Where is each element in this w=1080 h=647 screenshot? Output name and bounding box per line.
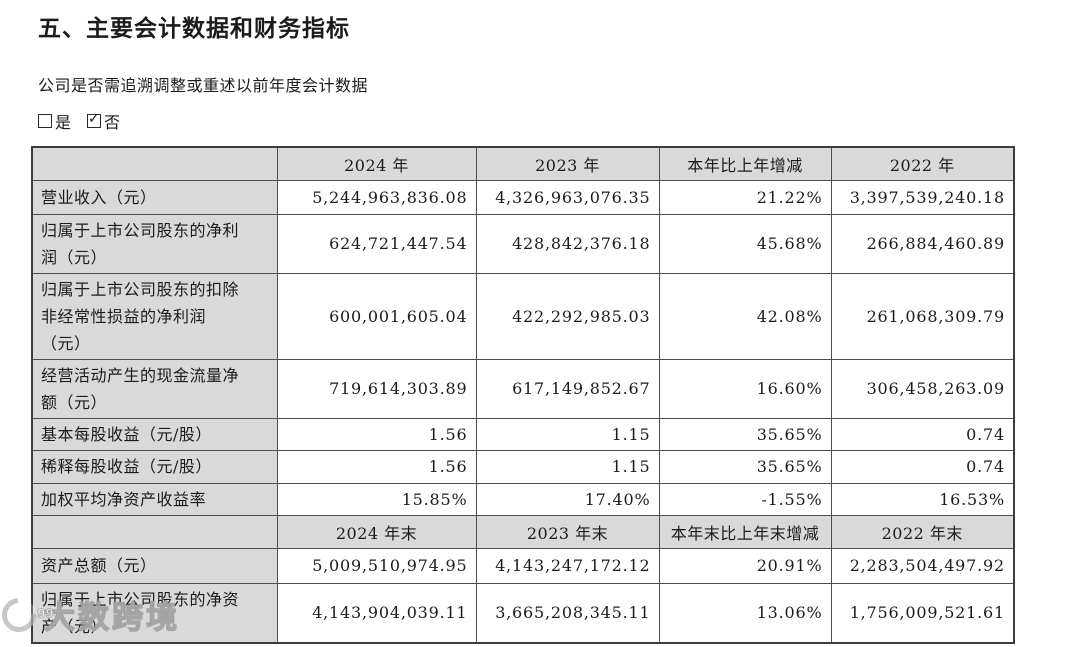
table-row-operating-cash-flow: 经营活动产生的现金流量净 额（元） 719,614,303.89 617,149…: [31, 358, 1015, 419]
row-label-cell: 归属于上市公司股东的扣除 非经常性损益的净利润 （元）: [31, 272, 278, 360]
cell-2024: 15.85%: [276, 482, 477, 516]
cell-2023: 428,842,376.18: [475, 213, 660, 274]
cell-2024: 719,614,303.89: [276, 358, 477, 419]
cell-2024: 5,009,510,974.95: [276, 547, 477, 584]
cell-2024: 4,143,904,039.11: [276, 582, 477, 644]
header-2024: 2024 年: [276, 146, 477, 181]
cell-2023: 4,326,963,076.35: [475, 179, 660, 215]
row-label-cell: 营业收入（元）: [31, 179, 278, 215]
cell-change: 13.06%: [658, 582, 832, 644]
table-row-diluted-eps: 稀释每股收益（元/股） 1.56 1.15 35.65% 0.74: [31, 449, 1015, 484]
corner-cell: [31, 146, 278, 181]
cell-2023: 1.15: [475, 449, 660, 484]
checkbox-checked-icon: ✓: [87, 111, 102, 128]
cell-2023: 17.40%: [475, 482, 660, 516]
cell-2023: 422,292,985.03: [475, 272, 660, 360]
cell-2024: 1.56: [276, 417, 477, 451]
cell-2024: 600,001,605.04: [276, 272, 477, 360]
row-label-cell: 资产总额（元）: [31, 547, 278, 584]
cell-2023: 1.15: [475, 417, 660, 451]
cell-2022: 3,397,539,240.18: [830, 179, 1015, 215]
cell-2023: 3,665,208,345.11: [475, 582, 660, 644]
financial-indicators-table: 2024 年 2023 年 本年比上年增减 2022 年 营业收入（元） 5,2…: [31, 146, 1015, 644]
header-2023: 2023 年: [475, 146, 660, 181]
row-label-cell: 归属于上市公司股东的净资 产（元）: [31, 582, 278, 644]
cell-change: 35.65%: [658, 417, 832, 451]
cell-2023: 4,143,247,172.12: [475, 547, 660, 584]
page-title: 五、主要会计数据和财务指标: [38, 15, 350, 42]
header-2022-end: 2022 年末: [830, 514, 1015, 549]
restatement-answer: 是 ✓ 否: [38, 109, 1080, 133]
cell-2023: 617,149,852.67: [475, 358, 660, 419]
table-row-basic-eps: 基本每股收益（元/股） 1.56 1.15 35.65% 0.74: [31, 417, 1015, 451]
table-row-total-assets: 资产总额（元） 5,009,510,974.95 4,143,247,172.1…: [31, 547, 1015, 584]
cell-2022: 1,756,009,521.61: [830, 582, 1015, 644]
cell-2022: 0.74: [830, 417, 1015, 451]
table-row-revenue: 营业收入（元） 5,244,963,836.08 4,326,963,076.3…: [31, 179, 1015, 215]
checkbox-yes-label: 是: [55, 113, 72, 132]
restatement-question: 公司是否需追溯调整或重述以前年度会计数据: [38, 76, 369, 95]
cell-change: 45.68%: [658, 213, 832, 274]
row-label-cell: 加权平均净资产收益率: [31, 482, 278, 516]
cell-change: 42.08%: [658, 272, 832, 360]
cell-change: 21.22%: [658, 179, 832, 215]
cell-2022: 261,068,309.79: [830, 272, 1015, 360]
cell-change: 20.91%: [658, 547, 832, 584]
table-row-weighted-roe: 加权平均净资产收益率 15.85% 17.40% -1.55% 16.53%: [31, 482, 1015, 516]
cell-2022: 2,283,504,497.92: [830, 547, 1015, 584]
cell-change: 16.60%: [658, 358, 832, 419]
table-row-deducted-net-profit: 归属于上市公司股东的扣除 非经常性损益的净利润 （元） 600,001,605.…: [31, 272, 1015, 360]
checkbox-no: ✓ 否: [87, 109, 120, 133]
period-header-row: 2024 年 2023 年 本年比上年增减 2022 年: [31, 146, 1015, 181]
corner-cell: [31, 514, 278, 549]
cell-2022: 16.53%: [830, 482, 1015, 516]
header-2024-end: 2024 年末: [276, 514, 477, 549]
cell-2022: 306,458,263.09: [830, 358, 1015, 419]
yearend-header-row: 2024 年末 2023 年末 本年末比上年末增减 2022 年末: [31, 514, 1015, 549]
table-row-net-assets: 归属于上市公司股东的净资 产（元） 4,143,904,039.11 3,665…: [31, 582, 1015, 644]
cell-2024: 624,721,447.54: [276, 213, 477, 274]
header-change: 本年比上年增减: [658, 146, 832, 181]
header-yearend-change: 本年末比上年末增减: [658, 514, 832, 549]
cell-2024: 5,244,963,836.08: [276, 179, 477, 215]
check-icon: ✓: [88, 111, 100, 127]
row-label-cell: 稀释每股收益（元/股）: [31, 449, 278, 484]
checkbox-yes: 是: [38, 109, 71, 133]
row-label-cell: 基本每股收益（元/股）: [31, 417, 278, 451]
cell-2022: 0.74: [830, 449, 1015, 484]
row-label-cell: 归属于上市公司股东的净利 润（元）: [31, 213, 278, 274]
cell-change: -1.55%: [658, 482, 832, 516]
header-2022: 2022 年: [830, 146, 1015, 181]
checkbox-no-label: 否: [104, 113, 121, 132]
cell-2022: 266,884,460.89: [830, 213, 1015, 274]
cell-change: 35.65%: [658, 449, 832, 484]
header-2023-end: 2023 年末: [475, 514, 660, 549]
row-label-cell: 经营活动产生的现金流量净 额（元）: [31, 358, 278, 419]
checkbox-unchecked-icon: [38, 114, 52, 128]
table-row-net-profit: 归属于上市公司股东的净利 润（元） 624,721,447.54 428,842…: [31, 213, 1015, 274]
cell-2024: 1.56: [276, 449, 477, 484]
